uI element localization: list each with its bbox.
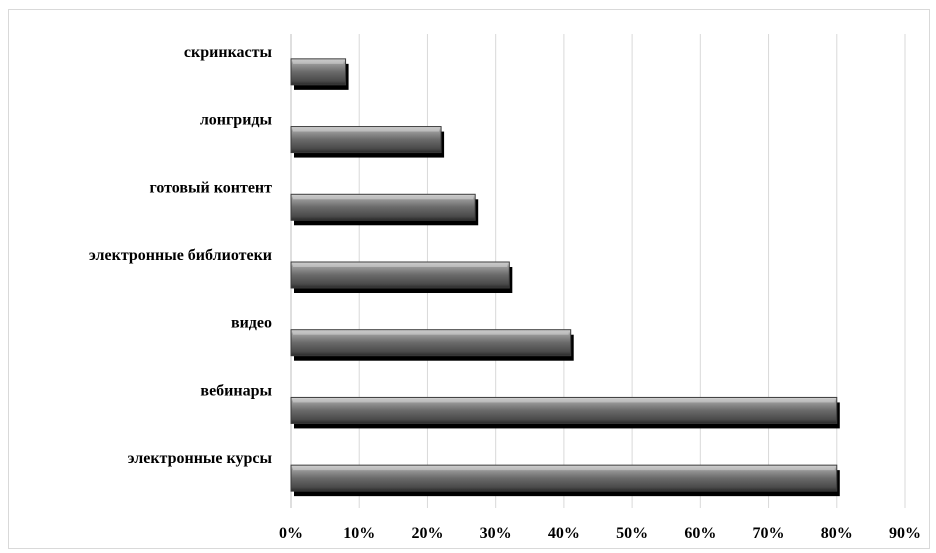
x-tick-label: 0% xyxy=(279,525,303,542)
bar-highlight xyxy=(293,467,835,471)
x-tick-label: 30% xyxy=(480,525,512,542)
category-label: электронные библиотеки xyxy=(89,247,272,264)
bar xyxy=(290,396,840,429)
bar-highlight xyxy=(293,196,474,200)
category-labels: скринкасты лонгриды готовый контент электр… xyxy=(89,44,273,467)
x-tick-label: 10% xyxy=(343,525,375,542)
bar xyxy=(290,329,574,361)
category-label: скринкасты xyxy=(184,44,273,61)
x-tick-label: 20% xyxy=(411,525,443,542)
bar xyxy=(290,261,513,293)
category-label: лонгриды xyxy=(200,112,273,129)
x-tick-label: 80% xyxy=(821,525,853,542)
x-tick-label: 60% xyxy=(684,525,716,542)
x-tick-label: 50% xyxy=(616,525,648,542)
bar-highlight xyxy=(293,128,440,132)
bar-highlight xyxy=(293,331,569,335)
x-tick-label: 40% xyxy=(548,525,580,542)
category-label: электронные курсы xyxy=(128,450,273,467)
bar xyxy=(290,58,349,90)
gridlines xyxy=(290,34,906,508)
category-label: видео xyxy=(231,315,272,332)
bar xyxy=(290,464,840,497)
bars xyxy=(290,58,840,497)
bar xyxy=(290,126,445,158)
bar-highlight xyxy=(293,399,835,403)
bar xyxy=(290,193,479,226)
x-tick-label: 90% xyxy=(889,525,921,542)
category-label: вебинары xyxy=(200,382,272,399)
category-label: готовый контент xyxy=(149,179,272,196)
x-axis-tick-labels: 0% 10% 20% 30% 40% 50% 60% 70% 80% 90% xyxy=(279,525,921,542)
x-tick-label: 70% xyxy=(753,525,785,542)
bar-highlight xyxy=(293,60,344,64)
bar-highlight xyxy=(293,264,508,267)
